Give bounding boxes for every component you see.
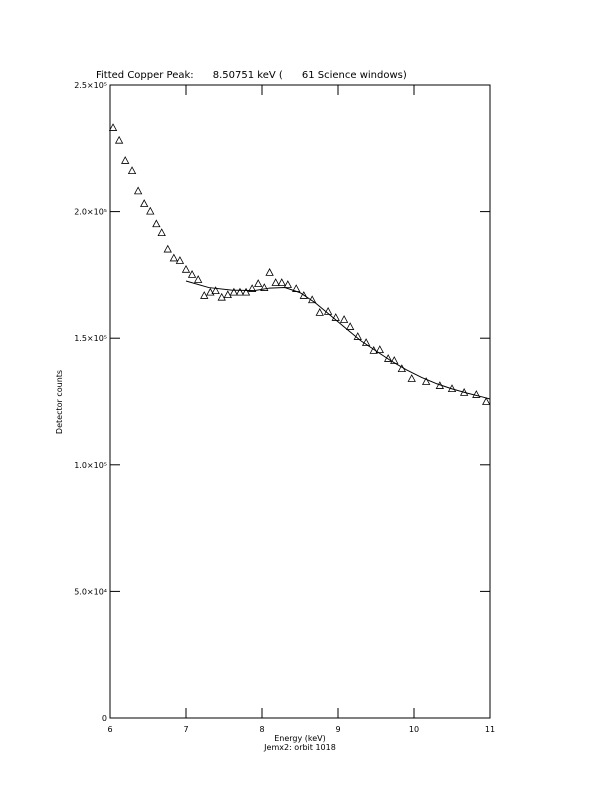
- data-point: [121, 156, 130, 164]
- data-point: [211, 286, 220, 295]
- chart-title: Fitted Copper Peak: 8.50751 keV ( 61 Sci…: [96, 70, 407, 81]
- x-tick-label: 10: [409, 725, 419, 734]
- plot-frame: [109, 84, 491, 719]
- data-point: [169, 253, 179, 262]
- data-point: [299, 291, 308, 299]
- data-point: [108, 123, 118, 131]
- data-point: [472, 390, 481, 398]
- y-tick-label: 1.5×10⁵: [74, 334, 107, 343]
- data-point: [241, 287, 251, 296]
- data-point: [315, 308, 324, 316]
- data-point: [247, 284, 257, 292]
- data-point: [223, 290, 232, 299]
- data-point: [181, 264, 191, 273]
- data-point: [193, 275, 203, 283]
- fit-line: [185, 280, 491, 400]
- data-point: [206, 287, 215, 296]
- data-point: [152, 219, 161, 228]
- subtitle: Jemx2: orbit 1018: [263, 743, 336, 752]
- x-tick-label: 9: [335, 725, 340, 734]
- y-tick-label: 5.0×10⁴: [74, 587, 107, 596]
- data-point: [345, 322, 355, 330]
- data-point: [407, 374, 416, 382]
- data-point: [146, 206, 155, 215]
- data-point: [390, 356, 399, 364]
- data-point: [265, 268, 274, 276]
- data-point: [283, 280, 293, 288]
- y-axis-label: Detector counts: [55, 370, 64, 434]
- data-point: [175, 256, 185, 264]
- data-point: [375, 345, 384, 353]
- x-tick-label: 8: [259, 725, 264, 734]
- data-point: [200, 291, 209, 299]
- data-point: [133, 186, 143, 195]
- data-point: [260, 283, 269, 291]
- y-tick-label: 1.0×10⁵: [74, 461, 107, 470]
- y-tick-label: 0: [102, 714, 107, 723]
- y-tick-label: 2.5×10⁵: [74, 81, 107, 90]
- data-point: [140, 199, 149, 207]
- data-point: [277, 278, 286, 286]
- data-point: [114, 135, 124, 144]
- x-tick-label: 11: [485, 725, 495, 734]
- data-point: [235, 287, 245, 296]
- data-point: [163, 244, 172, 253]
- y-tick-label: 2.0×10⁵: [74, 208, 107, 217]
- data-point: [187, 270, 197, 278]
- data-point: [157, 228, 166, 237]
- data-point: [482, 397, 491, 405]
- data-point: [254, 279, 263, 287]
- data-point: [229, 287, 239, 296]
- data-point: [339, 315, 349, 323]
- data-point: [271, 278, 280, 286]
- data-point: [217, 292, 226, 301]
- data-point: [127, 166, 137, 174]
- data-point: [361, 338, 371, 346]
- x-tick-label: 7: [183, 725, 188, 734]
- data-point: [421, 377, 431, 385]
- x-tick-label: 6: [107, 725, 112, 734]
- x-axis-label: Energy (keV): [274, 734, 326, 743]
- data-point: [323, 307, 333, 315]
